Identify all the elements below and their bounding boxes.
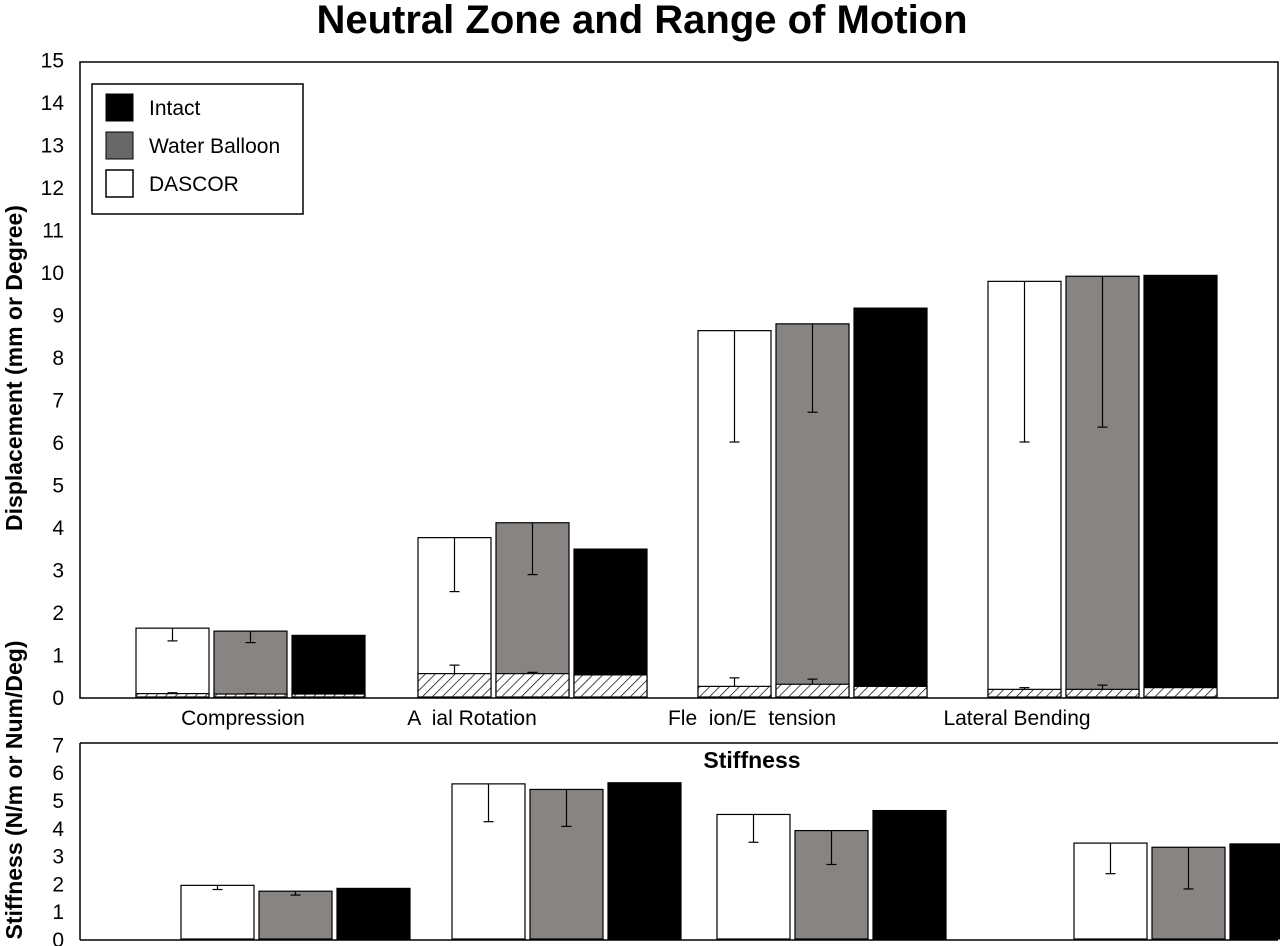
- stiffness-bar-compression-intact: [336, 887, 411, 940]
- stiffness-bar-a-ial-rotation-intact: [607, 782, 682, 940]
- stiffness-bars: [180, 782, 1280, 940]
- stiffness-y-tick-labels: 0 1 2 3 4 5 6 7: [52, 734, 64, 946]
- nz-bar-compression-water-balloon: [213, 693, 288, 698]
- nz-bar-lateral-bending-intact: [1143, 687, 1218, 698]
- main-y-tick-4: 4: [52, 517, 64, 540]
- main-y-tick-1: 1: [52, 645, 64, 668]
- category-label-axial-rotation: A ial Rotation: [407, 707, 537, 730]
- main-plot-frame: [79, 61, 1279, 699]
- main-y-tick-2: 2: [52, 602, 64, 625]
- main-y-tick-0: 0: [52, 687, 64, 710]
- nz-bar-compression-intact: [291, 693, 366, 698]
- nz-bar-fle-ion-e-tension-dascor: [697, 685, 772, 698]
- main-y-tick-5: 5: [52, 475, 64, 498]
- nz-bar-fle-ion-e-tension-intact: [853, 685, 928, 698]
- nz-bar-fle-ion-e-tension-water-balloon: [775, 683, 850, 698]
- stiffness-y-tick-7: 7: [52, 734, 64, 757]
- legend: Intact Water Balloon DASCOR: [91, 83, 304, 215]
- legend-label-intact: Intact: [149, 97, 201, 120]
- category-label-lateral-bending: Lateral Bending: [943, 707, 1090, 730]
- nz-bar-a-ial-rotation-dascor: [417, 673, 492, 698]
- legend-label-dascor: DASCOR: [149, 173, 239, 196]
- main-y-tick-3: 3: [52, 560, 64, 583]
- nz-bar-a-ial-rotation-water-balloon: [495, 673, 570, 698]
- stiffness-y-tick-4: 4: [52, 818, 64, 841]
- main-bars: [135, 274, 1218, 698]
- main-chart-title: Neutral Zone and Range of Motion: [316, 0, 967, 42]
- main-y-tick-10: 10: [41, 262, 64, 285]
- stiffness-y-tick-2: 2: [52, 873, 64, 896]
- stiffness-bar-compression-dascor: [180, 884, 255, 940]
- main-y-tick-9: 9: [52, 305, 64, 328]
- nz-bar-lateral-bending-dascor: [987, 688, 1062, 698]
- stiffness-chart-title: Stiffness: [703, 747, 800, 773]
- nz-bar-lateral-bending-water-balloon: [1065, 688, 1140, 698]
- stiffness-y-axis-label: Stiffness (N/m or Num/Deg): [1, 640, 27, 939]
- stiffness-y-tick-0: 0: [52, 929, 64, 946]
- legend-swatch-water-balloon: [105, 131, 134, 160]
- stiffness-y-tick-5: 5: [52, 790, 64, 813]
- rom-bar-lateral-bending-intact: [1143, 274, 1218, 698]
- rom-bar-compression-intact: [291, 634, 366, 698]
- nz-bar-compression-dascor: [135, 692, 210, 698]
- rom-bar-a-ial-rotation-intact: [573, 548, 648, 698]
- legend-swatch-dascor: [105, 169, 134, 198]
- main-y-tick-13: 13: [41, 135, 64, 158]
- main-y-tick-11: 11: [42, 220, 64, 243]
- main-y-tick-14: 14: [41, 92, 65, 115]
- legend-swatch-intact: [105, 93, 134, 122]
- main-y-tick-15: 15: [41, 50, 64, 73]
- rom-bar-fle-ion-e-tension-intact: [853, 307, 928, 698]
- stiffness-bar-lateral-bending-intact: [1229, 843, 1280, 940]
- stiffness-y-tick-3: 3: [52, 846, 64, 869]
- category-label-flexion-extension: Fle ion/E tension: [668, 707, 836, 730]
- stiffness-bar-fle-ion-e-tension-intact: [872, 809, 947, 940]
- main-y-tick-12: 12: [41, 177, 64, 200]
- category-label-compression: Compression: [181, 707, 305, 730]
- stiffness-bar-lateral-bending-dascor: [1073, 842, 1148, 940]
- nz-bar-a-ial-rotation-intact: [573, 674, 648, 698]
- main-y-axis-label: Displacement (mm or Degree): [1, 205, 27, 531]
- stiffness-bar-compression-water-balloon: [258, 890, 333, 940]
- legend-label-water-balloon: Water Balloon: [149, 135, 280, 158]
- main-y-tick-8: 8: [52, 347, 64, 370]
- main-y-tick-7: 7: [52, 390, 64, 413]
- stiffness-y-tick-1: 1: [52, 901, 64, 924]
- stiffness-y-tick-6: 6: [52, 762, 64, 785]
- main-y-tick-6: 6: [52, 432, 64, 455]
